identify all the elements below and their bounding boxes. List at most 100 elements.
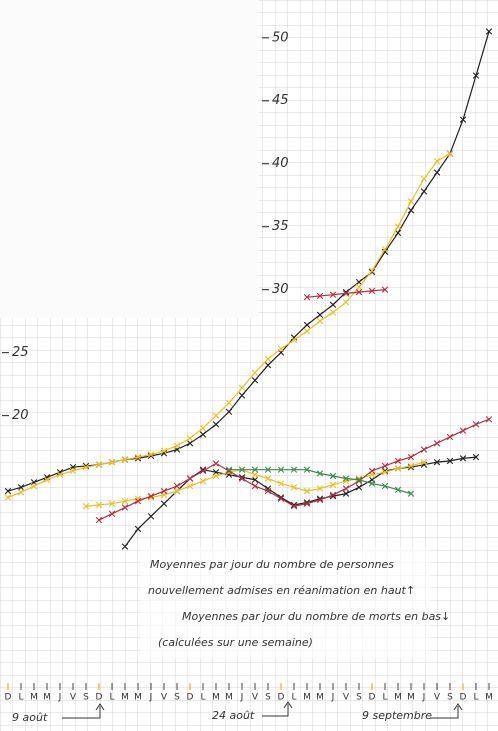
point-marker [186, 475, 194, 482]
point-marker [329, 301, 337, 308]
point-marker [147, 492, 155, 500]
point-marker [134, 453, 142, 461]
point-marker [433, 169, 441, 176]
point-marker [251, 476, 259, 483]
point-marker [251, 377, 259, 384]
point-marker [212, 412, 220, 419]
point-marker [316, 292, 324, 300]
point-marker [121, 497, 129, 505]
point-marker [355, 476, 363, 483]
point-marker [186, 435, 194, 442]
x-tick-label: S [265, 693, 271, 703]
x-tick-label: M [30, 693, 38, 703]
x-tick-label: M [407, 693, 415, 703]
point-marker [368, 467, 376, 475]
point-marker [381, 462, 389, 470]
x-tick-label: D [278, 693, 285, 703]
point-marker [420, 175, 428, 183]
point-marker [394, 457, 402, 465]
point-marker [342, 490, 350, 497]
x-tick-label: D [460, 693, 467, 703]
x-tick-label: J [331, 693, 335, 703]
point-marker [277, 466, 285, 473]
point-marker [290, 484, 298, 491]
x-tick-label: D [369, 693, 376, 703]
point-marker [329, 309, 337, 316]
x-tick-label: M [43, 693, 51, 703]
point-marker [407, 462, 415, 470]
point-marker [43, 476, 51, 483]
point-marker [134, 497, 142, 505]
point-marker [121, 543, 129, 550]
x-tick-label: J [422, 693, 426, 703]
x-tick-label: V [70, 693, 77, 703]
point-marker [277, 345, 285, 353]
point-marker [316, 317, 324, 325]
point-marker [485, 416, 493, 423]
point-marker [251, 482, 259, 490]
point-marker [212, 421, 220, 428]
point-marker [420, 458, 428, 466]
y-tick-label: 45 [272, 93, 289, 108]
point-marker [134, 525, 142, 533]
point-marker [459, 427, 467, 434]
point-marker [108, 500, 116, 507]
point-marker [238, 384, 246, 392]
point-marker [225, 466, 233, 473]
x-tick-label: L [18, 693, 23, 703]
point-marker [95, 516, 103, 524]
point-marker [69, 467, 77, 475]
point-marker [290, 503, 298, 510]
point-marker [160, 487, 168, 495]
date-label: 9 août [12, 711, 48, 724]
point-marker [173, 482, 181, 490]
paper-overlay [0, 0, 258, 318]
date-arrow [430, 703, 463, 719]
point-marker [303, 466, 311, 473]
point-marker [381, 246, 389, 253]
point-marker [238, 466, 246, 473]
point-marker [199, 431, 207, 438]
x-tick-label: M [212, 693, 220, 703]
point-marker [316, 496, 324, 504]
point-marker [199, 467, 207, 475]
point-marker [238, 392, 246, 399]
point-marker [420, 188, 428, 195]
x-tick-label: D [187, 693, 194, 703]
point-marker [342, 299, 350, 306]
point-marker [17, 489, 25, 496]
point-marker [485, 28, 493, 35]
note-area [140, 548, 430, 658]
x-tick-label: L [382, 693, 387, 703]
point-marker [264, 475, 272, 482]
point-marker [329, 491, 337, 499]
x-tick-label: J [149, 693, 153, 703]
point-marker [407, 207, 415, 214]
point-marker [368, 480, 376, 487]
point-marker [264, 487, 272, 495]
point-marker [316, 470, 324, 477]
point-marker [329, 481, 337, 489]
point-marker [316, 311, 324, 319]
point-marker [303, 500, 311, 507]
point-marker [433, 440, 441, 447]
point-marker [394, 223, 402, 230]
point-marker [95, 461, 103, 468]
point-marker [212, 460, 220, 467]
point-marker [264, 355, 272, 363]
y-tick-label: 35 [272, 219, 289, 234]
x-tick-label: M [134, 693, 142, 703]
date-arrow [62, 703, 105, 719]
x-tick-label: J [240, 693, 244, 703]
x-tick-label: L [200, 693, 205, 703]
annotation: (calculées sur une semaine) [158, 636, 313, 649]
annotation: Moyennes par jour du nombre de personnes [150, 558, 394, 571]
point-marker [420, 446, 428, 453]
point-marker [342, 475, 350, 482]
point-marker [199, 424, 207, 432]
point-marker [251, 466, 259, 473]
point-marker [355, 288, 363, 296]
point-marker [368, 287, 376, 295]
x-tick-label: V [434, 693, 441, 703]
